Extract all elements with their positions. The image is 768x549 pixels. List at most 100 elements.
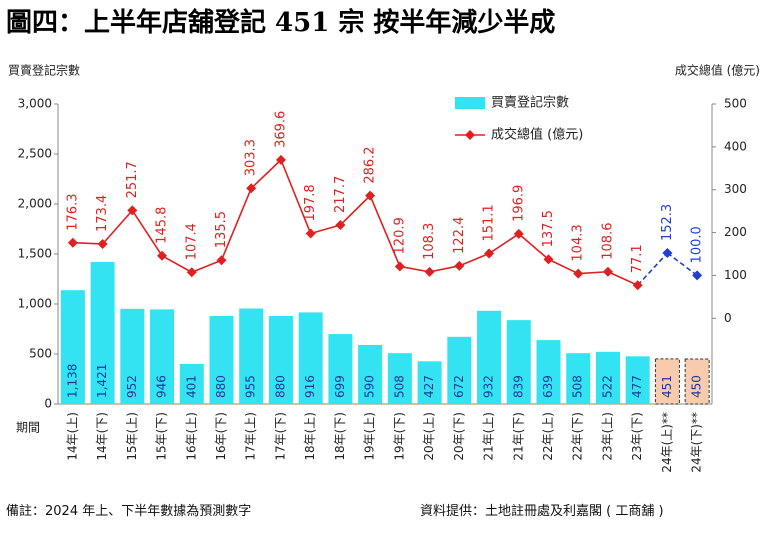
line-segment [191, 259, 222, 273]
bar-value-label: 401 [184, 375, 198, 398]
y2-axis-label: 成交總值 (億元) [675, 63, 760, 78]
line-segment [310, 224, 341, 235]
line-segment [488, 233, 520, 255]
bar-value-label: 880 [273, 375, 287, 398]
bar [684, 358, 710, 405]
line-value-label: 176.3 [65, 194, 80, 231]
line-segment [101, 209, 133, 245]
bar [209, 316, 234, 404]
x-tick-label: 24年(下)** [690, 412, 704, 473]
chart-title: 圖四：上半年店舖登記 451 宗 按半年減少半成 [6, 7, 555, 38]
x-tick-label: 21年(下) [511, 412, 525, 461]
line-point [454, 260, 465, 271]
line-value-label: 369.6 [273, 111, 288, 148]
y-tick-label: 2,000 [18, 197, 52, 211]
line-value-label: 286.2 [363, 146, 378, 183]
line-point [692, 270, 703, 281]
line-value-label: 108.6 [600, 223, 615, 260]
x-tick-label: 21年(上) [482, 412, 496, 461]
line-value-label: 145.8 [155, 207, 170, 244]
y2-tick-label: 300 [724, 182, 747, 196]
bar [120, 308, 145, 404]
x-tick-label: 16年(下) [214, 412, 228, 461]
bar-value-label: 451 [660, 375, 674, 398]
x-axis-label: 期間 [16, 421, 40, 435]
legend-swatch [465, 130, 475, 140]
bar [60, 290, 85, 404]
x-tick-label: 14年(下) [95, 412, 109, 461]
line-point [365, 190, 376, 201]
y-axis-label: 買賣登記宗數 [8, 63, 80, 78]
legend-swatch [455, 97, 485, 109]
line-value-label: 104.3 [571, 224, 586, 261]
x-tick-label: 17年(上) [244, 412, 258, 461]
bar-value-label: 952 [125, 375, 139, 398]
line-value-label: 196.9 [511, 185, 526, 222]
line-point [246, 183, 257, 194]
line-segment [518, 233, 550, 260]
bar-value-label: 590 [363, 375, 377, 398]
line-segment [459, 252, 490, 267]
line-value-label: 197.8 [303, 184, 318, 221]
line-point [216, 255, 227, 266]
bar-value-label: 699 [333, 375, 347, 398]
line-segment [220, 187, 252, 261]
x-tick-label: 19年(上) [363, 412, 377, 461]
x-tick-label: 15年(下) [155, 412, 169, 461]
x-tick-label: 18年(上) [303, 412, 317, 461]
line-point [67, 237, 78, 248]
x-tick-label: 20年(上) [422, 412, 436, 461]
line-segment [161, 255, 193, 273]
line-point [573, 268, 584, 279]
bar-value-label: 1,138 [65, 364, 79, 398]
line-value-label: 151.1 [482, 204, 497, 241]
x-tick-label: 20年(下) [452, 412, 466, 461]
bar-value-label: 450 [690, 375, 704, 398]
line-segment [399, 265, 430, 273]
line-point [632, 280, 643, 291]
bar [447, 336, 472, 404]
line-value-label: 108.3 [422, 223, 437, 260]
bar-value-label: 946 [155, 375, 169, 398]
x-tick-label: 22年(下) [571, 412, 585, 461]
legend-label: 成交總值 (億元) [491, 127, 583, 143]
line-segment [339, 195, 371, 226]
bar [625, 356, 650, 404]
bar [150, 309, 175, 404]
line-value-label: 77.1 [630, 244, 645, 273]
bar [239, 308, 264, 404]
bar-value-label: 672 [452, 375, 466, 398]
line-value-label: 107.4 [184, 223, 199, 260]
bar [90, 261, 115, 404]
line-value-label: 122.4 [452, 217, 467, 254]
line-point [513, 228, 524, 239]
y-tick-label: 2,500 [18, 147, 52, 161]
y-tick-label: 500 [29, 347, 52, 361]
line-segment [666, 252, 698, 277]
line-value-label: 173.4 [95, 195, 110, 232]
bar-value-label: 916 [303, 375, 317, 398]
bar-value-label: 522 [600, 375, 614, 398]
line-value-label: 120.9 [392, 217, 407, 254]
line-point [484, 248, 495, 259]
x-tick-label: 18年(下) [333, 412, 347, 461]
x-tick-label: 19年(下) [392, 412, 406, 461]
line-point [186, 267, 197, 278]
x-tick-label: 14年(上) [65, 412, 79, 461]
bar-value-label: 932 [482, 375, 496, 398]
y-tick-label: 0 [44, 397, 52, 411]
line-segment [280, 159, 312, 234]
line-value-label: 135.5 [214, 211, 229, 248]
bar-value-label: 639 [541, 375, 555, 398]
y-tick-label: 3,000 [18, 97, 52, 111]
line-point [305, 228, 316, 239]
line-value-label: 251.7 [125, 161, 140, 198]
line-point [543, 254, 554, 265]
line-value-label: 217.7 [333, 176, 348, 213]
bar-value-label: 955 [244, 375, 258, 398]
bar-value-label: 880 [214, 375, 228, 398]
y2-tick-label: 0 [724, 311, 732, 325]
bar-value-label: 508 [392, 375, 406, 398]
footnote: 備註：2024 年上、下半年數據為預測數字 [6, 504, 252, 519]
